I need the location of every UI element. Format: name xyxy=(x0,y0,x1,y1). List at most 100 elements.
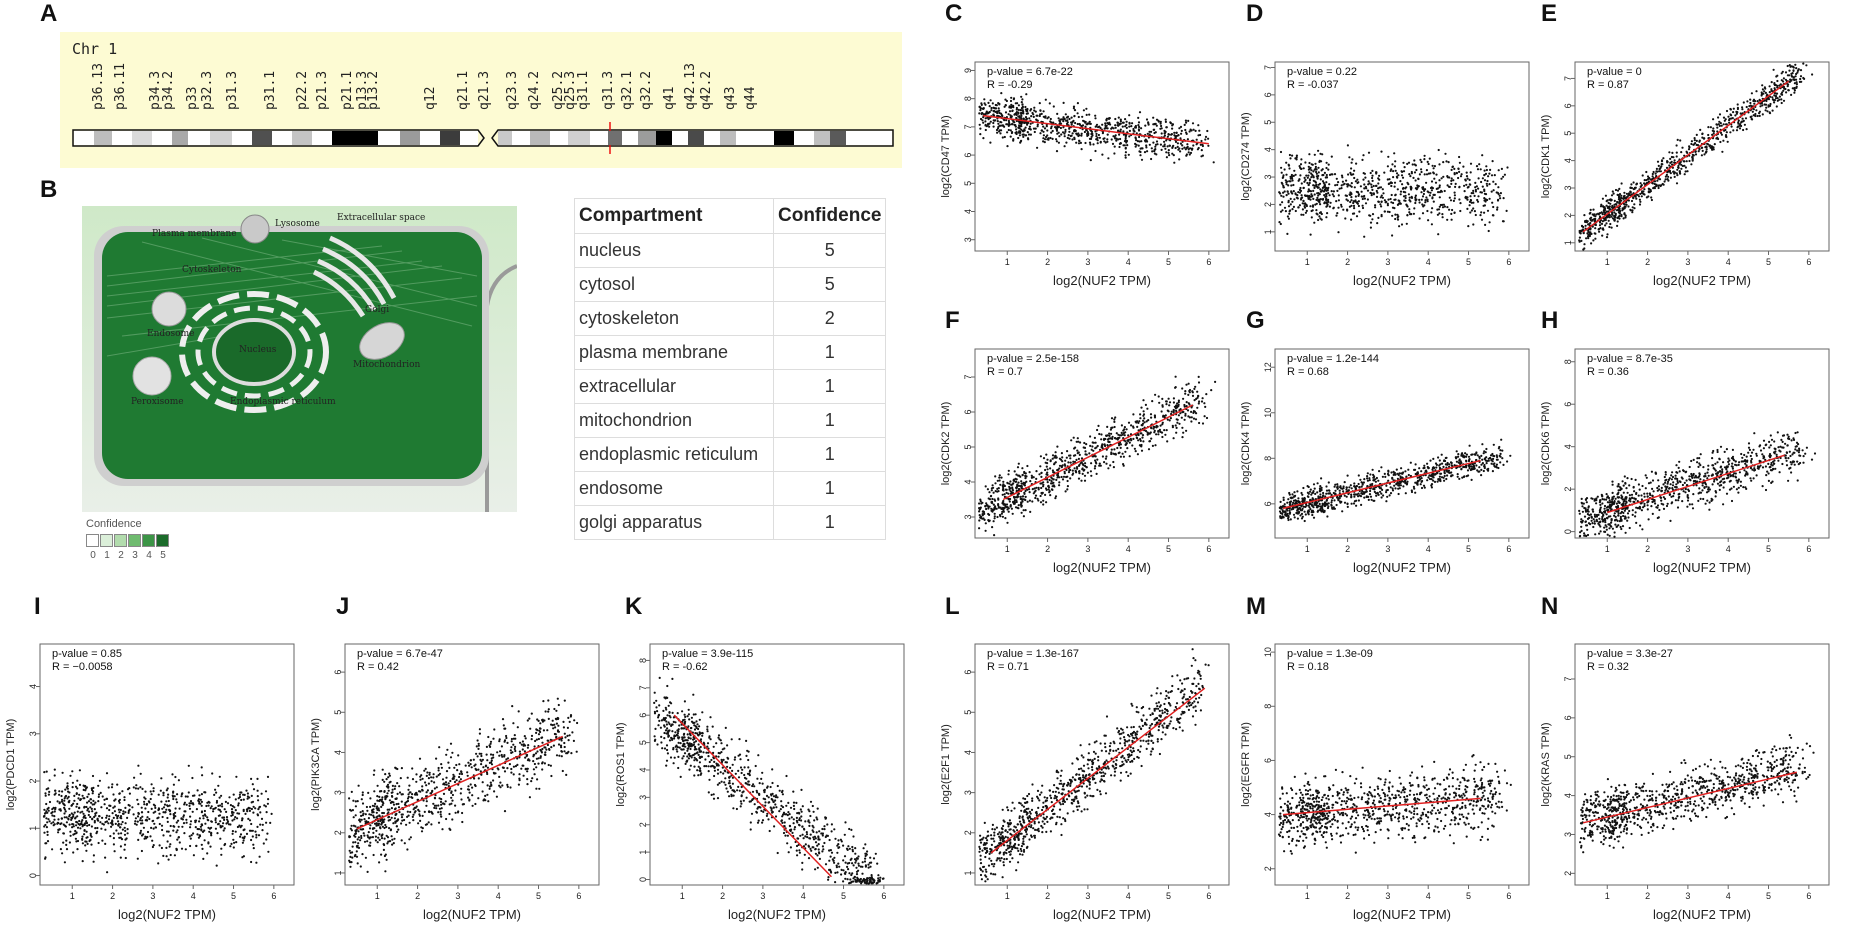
scatter-point xyxy=(1325,176,1328,179)
scatter-point xyxy=(1114,124,1117,127)
scatter-point xyxy=(1293,506,1297,509)
scatter-point xyxy=(1099,126,1102,130)
scatter-point xyxy=(1196,390,1199,393)
scatter-point xyxy=(1617,206,1620,209)
scatter-point xyxy=(1762,439,1766,442)
scatter-point xyxy=(1442,465,1445,468)
scatter-point xyxy=(1387,479,1390,482)
scatter-point xyxy=(1771,90,1774,93)
scatter-point xyxy=(1429,191,1432,194)
scatter-point xyxy=(1173,134,1176,137)
scatter-point xyxy=(1475,165,1479,168)
scatter-point xyxy=(1597,212,1600,215)
endosome-shape xyxy=(151,291,187,327)
scatter-point xyxy=(1416,472,1419,475)
scatter-point xyxy=(1055,140,1058,143)
scatter-point xyxy=(1192,128,1195,131)
scatter-point xyxy=(1382,494,1385,497)
scatter-point xyxy=(1373,499,1376,502)
scatter-point xyxy=(1128,114,1131,117)
scatter-point xyxy=(1380,205,1383,208)
scatter-point xyxy=(1001,493,1004,496)
scatter-point xyxy=(1651,175,1654,178)
scatter-point xyxy=(1485,168,1488,172)
panel-letter-e: E xyxy=(1541,0,1558,27)
scatter-point xyxy=(1384,201,1387,204)
scatter-point xyxy=(1336,485,1339,488)
scatter-point xyxy=(1293,198,1296,201)
confidence-cell: 2 xyxy=(772,301,887,336)
scatter-point xyxy=(1191,147,1194,150)
panel-letter-d: D xyxy=(1246,0,1264,27)
scatter-point xyxy=(1036,119,1039,122)
scatter-point xyxy=(1020,139,1023,142)
scatter-point xyxy=(1383,199,1386,202)
scatter-point xyxy=(1153,431,1156,434)
scatter-point xyxy=(1185,121,1188,124)
scatter-point xyxy=(1010,483,1013,486)
scatter-point xyxy=(1279,515,1282,518)
confidence-cell: 1 xyxy=(772,437,887,472)
scatter-point xyxy=(1315,198,1318,201)
scatter-point xyxy=(1340,487,1343,490)
scatter-point xyxy=(1325,498,1328,502)
scatter-point xyxy=(1616,224,1619,227)
scatter-point xyxy=(1791,87,1794,90)
scatter-point xyxy=(1465,466,1468,469)
scatter-point xyxy=(1643,188,1646,191)
scatter-point xyxy=(1697,150,1700,153)
scatter-point xyxy=(1068,137,1071,140)
scatter-point xyxy=(1409,175,1412,178)
scatter-point xyxy=(1002,499,1005,503)
scatter-point xyxy=(1124,135,1127,138)
scatter-point xyxy=(1472,189,1475,192)
scatter-point xyxy=(1310,216,1313,219)
chromosome-band-label: q32.1 xyxy=(620,71,635,110)
scatter-point xyxy=(1745,128,1748,131)
scatter-point xyxy=(1200,155,1203,158)
scatter-point xyxy=(1434,473,1437,476)
scatter-point xyxy=(1796,69,1800,72)
scatter-point xyxy=(1078,453,1081,456)
scatter-point xyxy=(1484,457,1487,460)
scatter-point xyxy=(991,102,994,105)
scatter-point xyxy=(1328,489,1331,492)
scatter-point xyxy=(1287,201,1290,204)
scatter-point xyxy=(1278,510,1282,513)
scatter-point xyxy=(1404,196,1407,200)
scatter-point xyxy=(1192,417,1196,420)
scatter-point xyxy=(1142,399,1145,402)
scatter-point xyxy=(1466,469,1470,472)
scatter-point xyxy=(979,498,982,501)
scatter-point xyxy=(1794,448,1797,451)
scatter-point xyxy=(1017,126,1020,129)
scatter-point xyxy=(1438,205,1441,208)
scatter-point xyxy=(1445,160,1448,163)
scatter-point xyxy=(1090,135,1093,138)
scatter-point xyxy=(1684,166,1687,169)
y-tick-label: 2 xyxy=(1563,213,1573,218)
scatter-point xyxy=(1300,158,1303,161)
panel-letter-n: N xyxy=(1541,593,1559,620)
scatter-point xyxy=(1429,459,1432,462)
scatter-point xyxy=(1377,187,1380,190)
scatter-point xyxy=(1431,164,1434,167)
scatter-point xyxy=(1725,109,1729,113)
scatter-point xyxy=(1778,84,1781,87)
scatter-point xyxy=(1453,167,1456,170)
scatter-point xyxy=(1701,136,1704,139)
scatter-point xyxy=(1357,181,1360,184)
scatter-point xyxy=(1463,455,1466,458)
scatter-point xyxy=(1476,454,1479,457)
scatter-point xyxy=(1105,455,1108,458)
scatter-point xyxy=(1279,210,1283,213)
scatter-point xyxy=(1191,394,1195,397)
scatter-point xyxy=(1179,142,1182,145)
scatter-point xyxy=(1051,129,1054,133)
scatter-point xyxy=(1000,507,1003,510)
scatter-point xyxy=(1792,76,1795,79)
scatter-point xyxy=(1692,458,1695,461)
x-tick-label: 4 xyxy=(1726,257,1731,267)
scatter-point xyxy=(1605,222,1608,225)
scatter-point xyxy=(1447,469,1450,472)
